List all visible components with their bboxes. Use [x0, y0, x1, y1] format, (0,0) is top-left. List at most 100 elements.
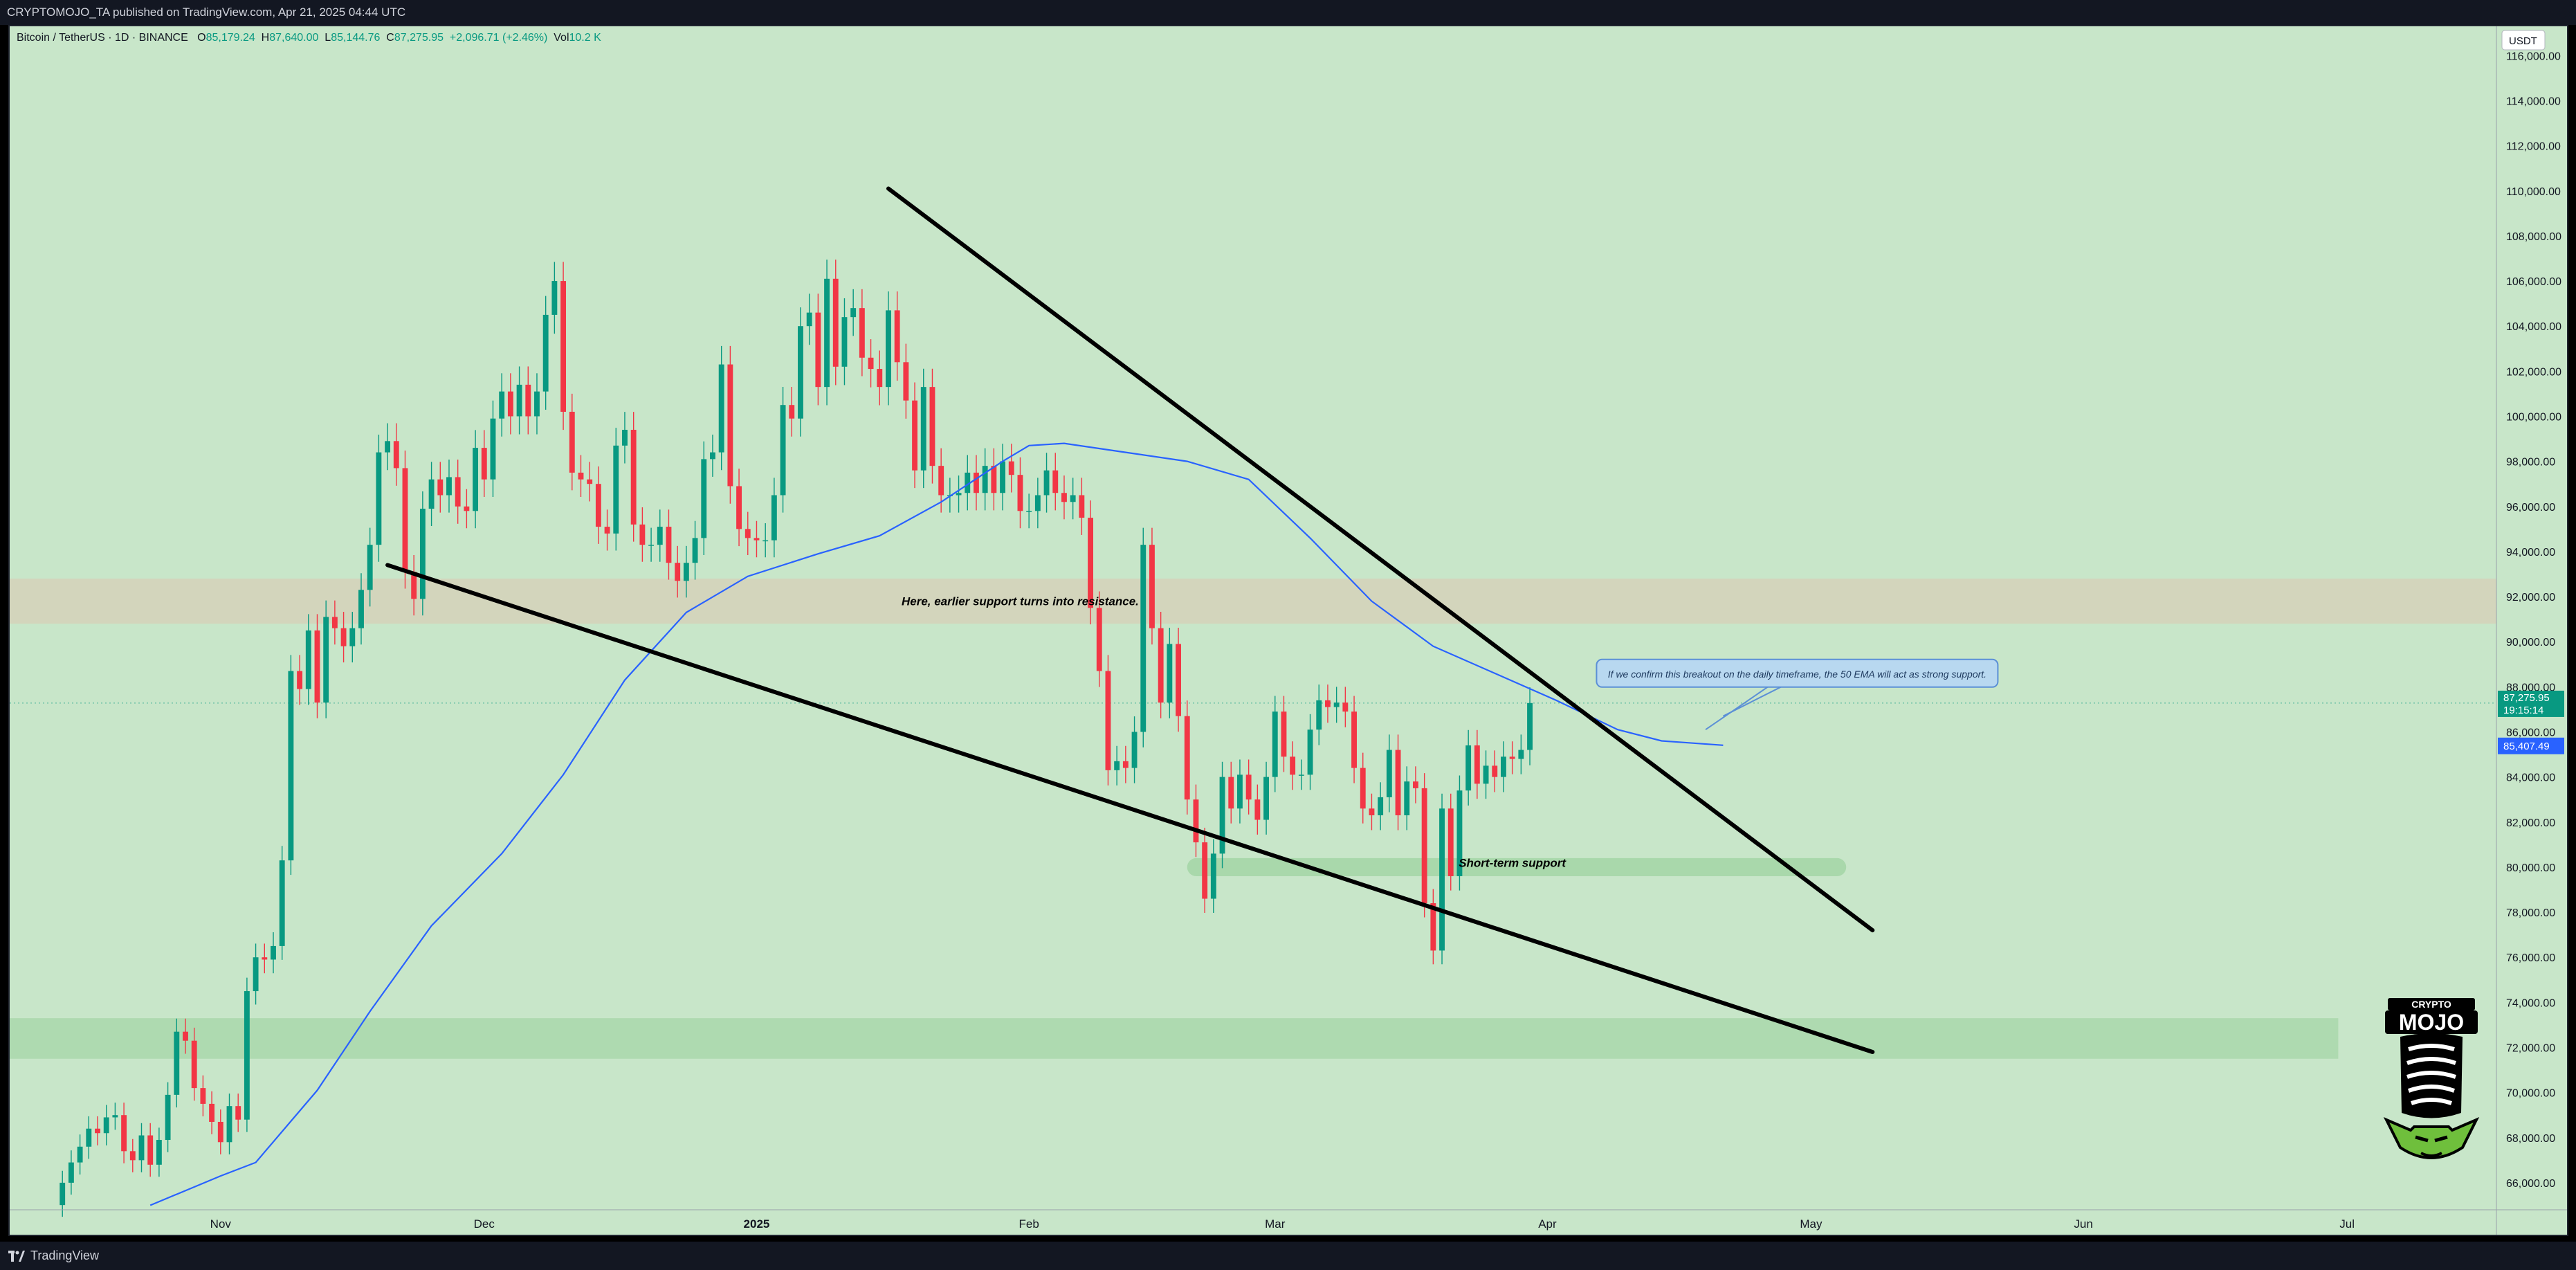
candle: [1298, 774, 1304, 776]
annotations-layer: Here, earlier support turns into resista…: [902, 595, 1999, 869]
cryptomojo-logo: CRYPTO MOJO: [2383, 998, 2480, 1159]
price-tick-label: 90,000.00: [2506, 637, 2555, 648]
candle: [473, 448, 479, 511]
candle: [1228, 777, 1234, 809]
candle: [551, 281, 558, 315]
candle: [1351, 711, 1357, 768]
candle: [165, 1094, 171, 1141]
candle: [129, 1151, 136, 1161]
ema-price-text: 85,407.49: [2503, 741, 2550, 752]
price-tick-label: 74,000.00: [2506, 997, 2555, 1009]
candle: [613, 445, 619, 534]
candle: [419, 509, 426, 599]
chart-area[interactable]: Here, earlier support turns into resista…: [8, 25, 2568, 1236]
candle: [982, 466, 988, 493]
candle: [903, 362, 909, 401]
candle: [850, 308, 857, 318]
candle: [279, 860, 285, 946]
price-tick-label: 102,000.00: [2506, 366, 2561, 378]
price-tick-label: 94,000.00: [2506, 547, 2555, 559]
candle: [1131, 732, 1138, 768]
candle: [1184, 716, 1190, 800]
candle: [894, 310, 900, 363]
candle: [95, 1128, 100, 1134]
candle: [1017, 475, 1023, 511]
candle: [675, 563, 681, 581]
ema-50-line: [149, 442, 1724, 1206]
candle: [174, 1031, 180, 1095]
candle: [666, 527, 672, 563]
candle: [1527, 702, 1533, 750]
candle: [428, 479, 435, 509]
breakout-note: If we confirm this breakout on the daily…: [1608, 669, 1986, 680]
candle: [1342, 702, 1349, 712]
logo-text-top: CRYPTO: [2411, 999, 2451, 1010]
candle: [1386, 750, 1392, 797]
candle: [1105, 671, 1111, 770]
candle: [1378, 797, 1384, 815]
candle: [1088, 518, 1093, 608]
candle: [393, 441, 399, 469]
tradingview-logo-icon: [8, 1250, 25, 1262]
countdown-text: 19:15:14: [2503, 705, 2543, 716]
ema-layer: [149, 442, 1724, 1206]
candle: [1263, 777, 1269, 820]
published-text: CRYPTOMOJO_TA published on TradingView.c…: [7, 6, 406, 19]
candle: [806, 312, 812, 327]
candle: [209, 1103, 215, 1122]
symbol-legend: Bitcoin / TetherUS · 1D · BINANCE O85,17…: [17, 32, 601, 44]
candle: [121, 1115, 127, 1152]
candle: [1421, 788, 1427, 904]
support-zone-lower: [10, 1018, 2339, 1059]
candle: [385, 441, 391, 453]
low-label: L: [325, 32, 331, 44]
candle: [183, 1031, 188, 1041]
candle: [780, 405, 786, 496]
candles-layer: [60, 260, 1533, 1217]
candle: [727, 364, 733, 487]
price-tick-label: 116,000.00: [2506, 51, 2561, 62]
candle: [191, 1040, 197, 1089]
candle: [314, 630, 320, 703]
price-tick-label: 104,000.00: [2506, 321, 2561, 333]
candle: [481, 448, 487, 480]
candle: [1193, 799, 1199, 843]
candle: [798, 326, 803, 419]
candle: [200, 1088, 206, 1104]
candle: [595, 484, 601, 527]
candle: [560, 281, 567, 412]
candle: [1079, 495, 1085, 518]
candle: [841, 317, 848, 367]
breakout-note-box: [1596, 658, 1999, 688]
candle: [974, 472, 979, 493]
candle: [1501, 756, 1506, 777]
low-value: 85,144.76: [331, 32, 381, 44]
candle: [569, 411, 575, 473]
candle: [217, 1121, 223, 1143]
change-value: +2,096.71 (+2.46%): [449, 32, 548, 44]
candle: [1316, 700, 1322, 730]
price-tick-label: 98,000.00: [2506, 457, 2555, 469]
candle: [718, 364, 724, 453]
candle: [288, 671, 294, 861]
candle: [226, 1106, 232, 1143]
price-tick-label: 114,000.00: [2506, 96, 2561, 107]
candle: [622, 430, 628, 446]
candle: [1000, 461, 1005, 493]
candle: [542, 314, 549, 392]
candle: [534, 391, 540, 417]
high-label: H: [261, 32, 270, 44]
breakout-pointer-line: [1722, 684, 1784, 717]
candle: [868, 357, 874, 370]
candle: [235, 1106, 241, 1120]
candle: [1008, 461, 1014, 475]
candle: [648, 545, 655, 546]
candle: [1149, 545, 1155, 628]
candle: [1369, 808, 1375, 815]
price-chart[interactable]: Here, earlier support turns into resista…: [10, 26, 2567, 1235]
candle: [956, 493, 962, 496]
price-tick-label: 112,000.00: [2506, 141, 2561, 153]
candle: [1061, 493, 1067, 502]
candle: [112, 1115, 118, 1118]
candle: [1237, 774, 1243, 809]
